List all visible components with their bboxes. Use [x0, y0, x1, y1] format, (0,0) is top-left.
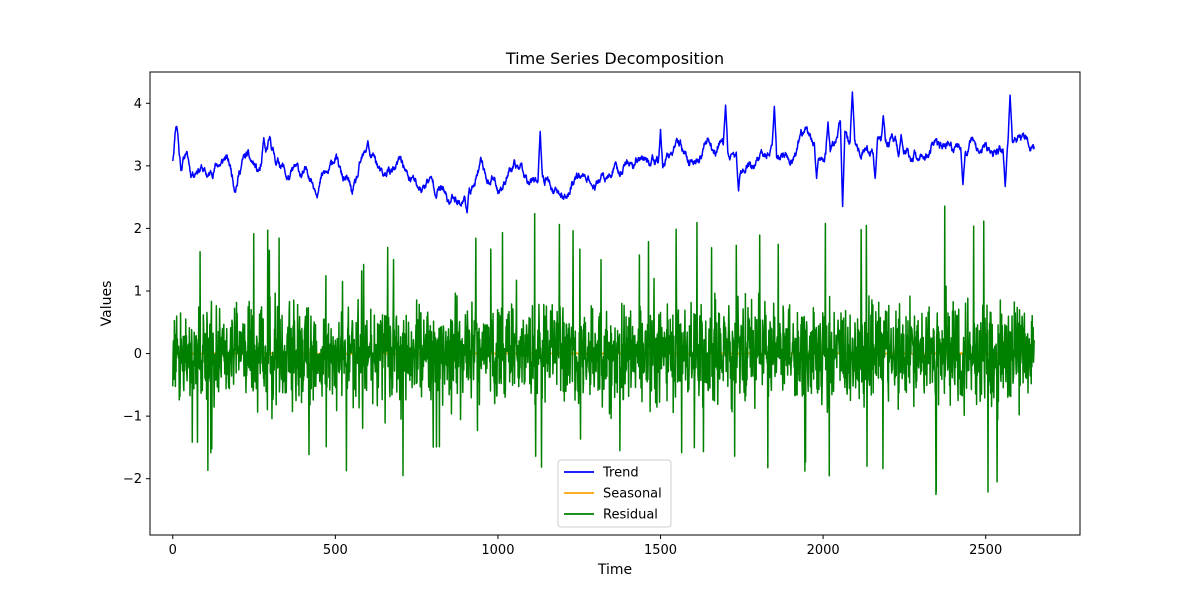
plot-area [172, 91, 1035, 496]
y-axis-ticks: −2 −1 0 1 2 3 4 [123, 97, 150, 487]
x-tick-label: 2000 [807, 543, 840, 558]
x-tick-label: 0 [169, 543, 177, 558]
x-tick-label: 1500 [644, 543, 677, 558]
y-tick-label: 2 [134, 222, 142, 237]
x-tick-label: 2500 [969, 543, 1002, 558]
x-tick-label: 500 [323, 543, 348, 558]
y-tick-label: 3 [134, 159, 142, 174]
legend-label-trend: Trend [602, 466, 639, 481]
x-axis-label: Time [597, 562, 632, 578]
legend-box [557, 459, 672, 528]
y-axis-label: Values [99, 281, 115, 327]
y-tick-label: −2 [123, 472, 142, 487]
axes-frame [149, 71, 1081, 536]
x-axis-ticks: 0 500 1000 1500 2000 2500 [169, 535, 1002, 558]
legend-label-residual: Residual [603, 508, 658, 523]
x-tick-label: 1000 [481, 543, 514, 558]
y-tick-label: 1 [134, 284, 142, 299]
y-tick-label: −1 [123, 410, 142, 425]
series-line-residual [172, 205, 1035, 496]
y-tick-label: 4 [134, 97, 142, 112]
series-line-trend [172, 91, 1035, 214]
y-tick-label: 0 [134, 347, 142, 362]
chart-title: Time Series Decomposition [505, 49, 724, 68]
legend-label-seasonal: Seasonal [603, 487, 662, 502]
legend: Trend Seasonal Residual [557, 459, 672, 528]
